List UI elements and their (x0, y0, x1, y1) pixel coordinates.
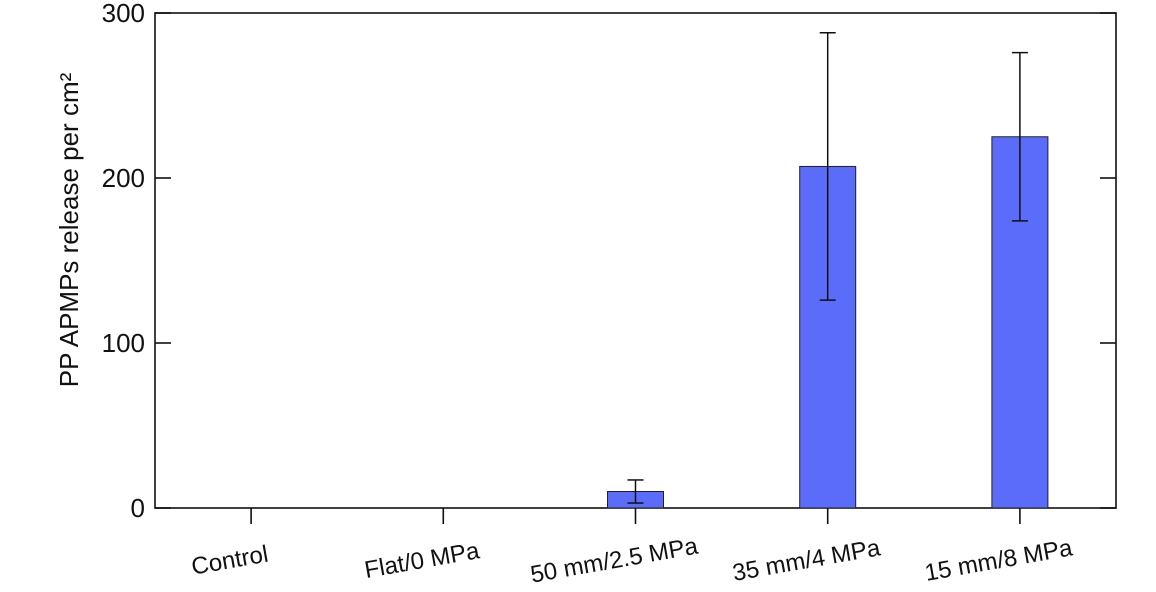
plot-frame (154, 12, 1117, 509)
y-tick-label: 100 (102, 328, 145, 358)
y-tick-label: 200 (102, 163, 145, 193)
x-tick-label: 35 mm/4 MPa (730, 534, 882, 587)
x-tick-label: Control (189, 541, 270, 581)
y-tick-label: 300 (102, 0, 145, 28)
y-tick-label: 0 (131, 493, 145, 523)
y-axis-title: PP APMPs release per cm² (54, 72, 84, 387)
plot-border (154, 12, 1117, 509)
x-tick-label: Flat/0 MPa (363, 537, 483, 584)
error-bars (627, 32, 1028, 504)
x-axis: Control Flat/0 MPa 50 mm/2.5 MPa 35 mm/4 MP… (189, 508, 1075, 589)
x-tick-label: 15 mm/8 MPa (923, 534, 1075, 587)
x-tick-label: 50 mm/2.5 MPa (528, 532, 700, 588)
y-axis: 0 100 200 300 (102, 0, 1116, 523)
